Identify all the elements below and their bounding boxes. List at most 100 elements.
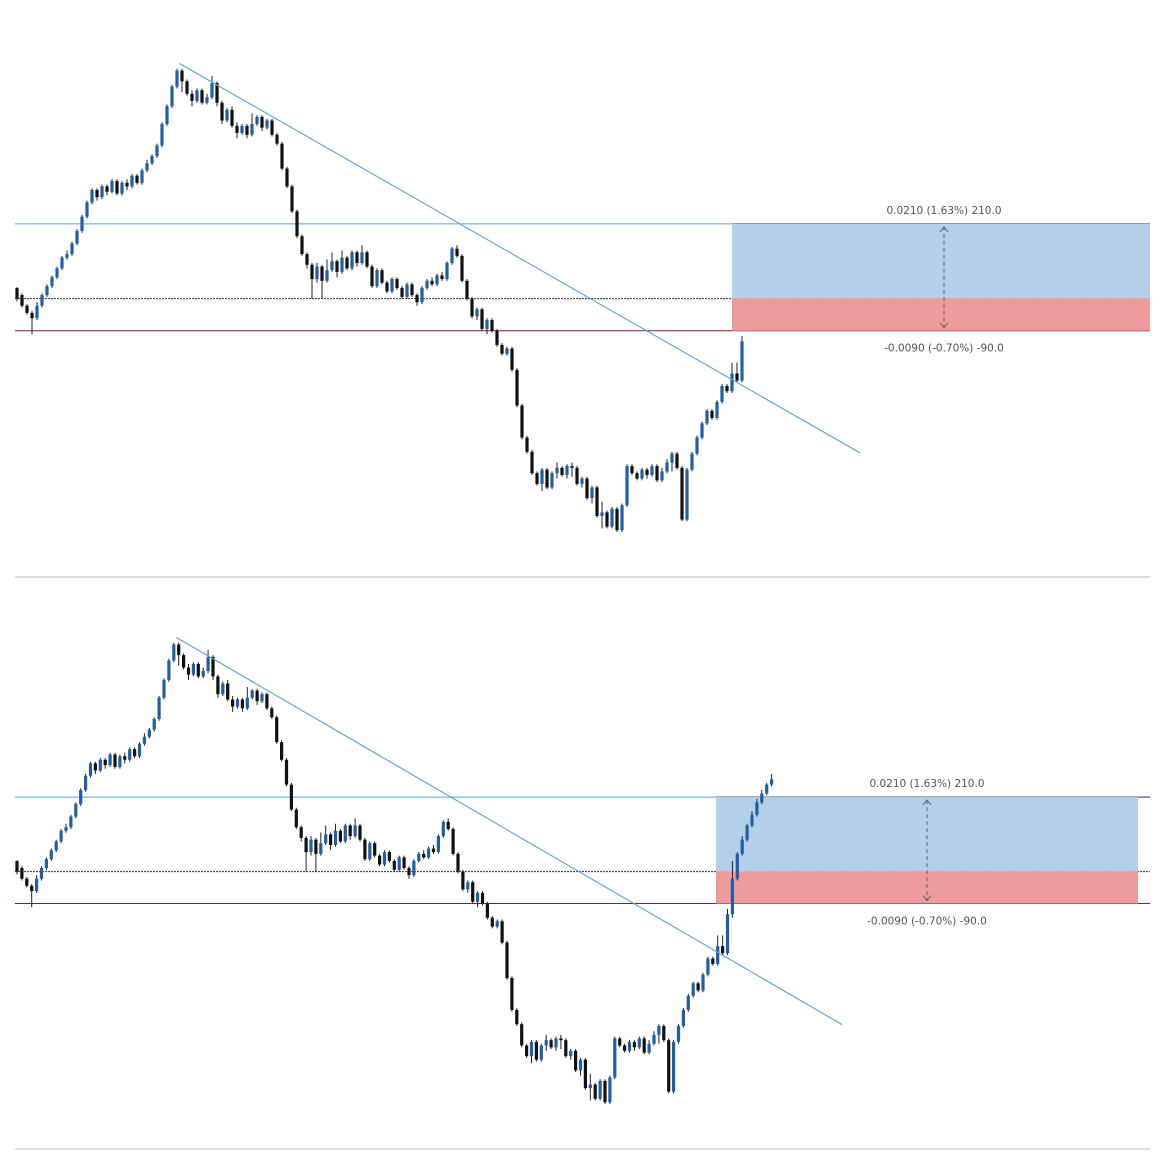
candle-body	[295, 211, 299, 237]
candle-body	[113, 754, 117, 767]
candle-body	[632, 1041, 636, 1048]
candle	[670, 451, 674, 472]
candle-body	[280, 143, 284, 169]
candle-body	[593, 1084, 597, 1099]
candle-body	[325, 270, 329, 281]
candle	[270, 706, 274, 720]
candle-body	[500, 344, 504, 354]
candle-body	[105, 186, 109, 192]
candle-body	[225, 109, 229, 121]
candle-body	[730, 373, 734, 392]
candle	[74, 802, 78, 819]
candle	[402, 855, 406, 870]
candle	[525, 435, 529, 454]
candle-body	[600, 512, 604, 516]
candle-body	[95, 189, 99, 198]
candle	[395, 277, 399, 290]
candle-body	[667, 1040, 671, 1092]
candle-body	[330, 261, 334, 271]
candle-body	[725, 914, 730, 954]
measure-arrow-head-up	[939, 226, 949, 233]
candle	[157, 695, 161, 721]
candle	[640, 467, 644, 481]
candle-body	[74, 804, 78, 817]
position-zones[interactable]	[732, 223, 1150, 331]
candlestick-chart-top[interactable]: 0.0210 (1.63%) 210.0 -0.0090 (-0.70%) -9…	[0, 0, 1165, 580]
candle	[338, 829, 342, 844]
candle-body	[155, 145, 159, 157]
candle-body	[265, 694, 269, 709]
candle-body	[98, 759, 102, 771]
candles	[15, 642, 774, 1105]
candle-body	[590, 487, 594, 499]
candle	[385, 280, 389, 294]
candle	[657, 1024, 661, 1044]
candle	[98, 758, 102, 773]
candle-body	[175, 70, 179, 87]
candle	[716, 935, 720, 966]
candle	[295, 209, 299, 239]
candle	[200, 88, 204, 105]
candle-body	[635, 473, 639, 479]
candle	[310, 263, 314, 299]
candle	[49, 848, 53, 861]
candle	[510, 346, 514, 372]
candle-body	[420, 287, 424, 303]
candle-body	[549, 1040, 553, 1048]
candle-body	[290, 186, 294, 212]
candle	[155, 143, 159, 158]
candle-body	[505, 942, 509, 979]
candle-body	[662, 1025, 666, 1041]
candle	[93, 761, 97, 775]
candle-body	[623, 1045, 627, 1051]
candle	[25, 876, 29, 888]
candle	[544, 1034, 548, 1051]
candle-body	[378, 855, 382, 865]
candle	[455, 245, 459, 258]
candle-body	[49, 850, 53, 860]
candle	[627, 1040, 632, 1053]
candle	[505, 346, 509, 356]
candle-body	[304, 837, 308, 853]
position-zones[interactable]	[716, 797, 1138, 904]
candle-body	[90, 189, 94, 203]
candle-body	[370, 266, 374, 287]
candle-body	[560, 467, 564, 475]
candle-body	[299, 827, 303, 838]
candle-body	[59, 830, 63, 842]
candle-body	[550, 473, 554, 488]
candle	[593, 1082, 597, 1101]
candle	[740, 336, 744, 383]
trendline[interactable]	[179, 63, 861, 454]
candle-body	[135, 175, 139, 183]
candle	[240, 124, 244, 135]
candle	[44, 857, 48, 870]
candlestick-chart-bottom[interactable]: 0.0210 (1.63%) 210.0 -0.0090 (-0.70%) -9…	[0, 582, 1165, 1165]
candle-body	[329, 834, 333, 845]
candle-body	[431, 848, 436, 853]
candle-body	[35, 878, 39, 892]
candle-body	[525, 437, 529, 452]
candle	[427, 846, 431, 860]
candle	[500, 919, 504, 945]
candle-body	[640, 469, 644, 479]
candle	[145, 159, 149, 173]
candle	[625, 464, 629, 508]
candle	[120, 181, 124, 196]
candle-body	[353, 825, 357, 837]
candle	[422, 850, 426, 860]
candle	[225, 108, 229, 123]
candle-body	[476, 892, 480, 902]
candle-body	[110, 181, 114, 192]
candle	[574, 1049, 578, 1073]
candle-body	[162, 679, 166, 698]
candle-body	[210, 83, 214, 98]
candle-body	[250, 124, 254, 135]
candle	[623, 1043, 627, 1053]
candle-body	[765, 784, 769, 794]
candle-body	[570, 466, 574, 468]
candle-body	[335, 261, 339, 272]
candle	[441, 820, 445, 838]
candle	[390, 277, 394, 294]
trendline[interactable]	[175, 636, 843, 1026]
